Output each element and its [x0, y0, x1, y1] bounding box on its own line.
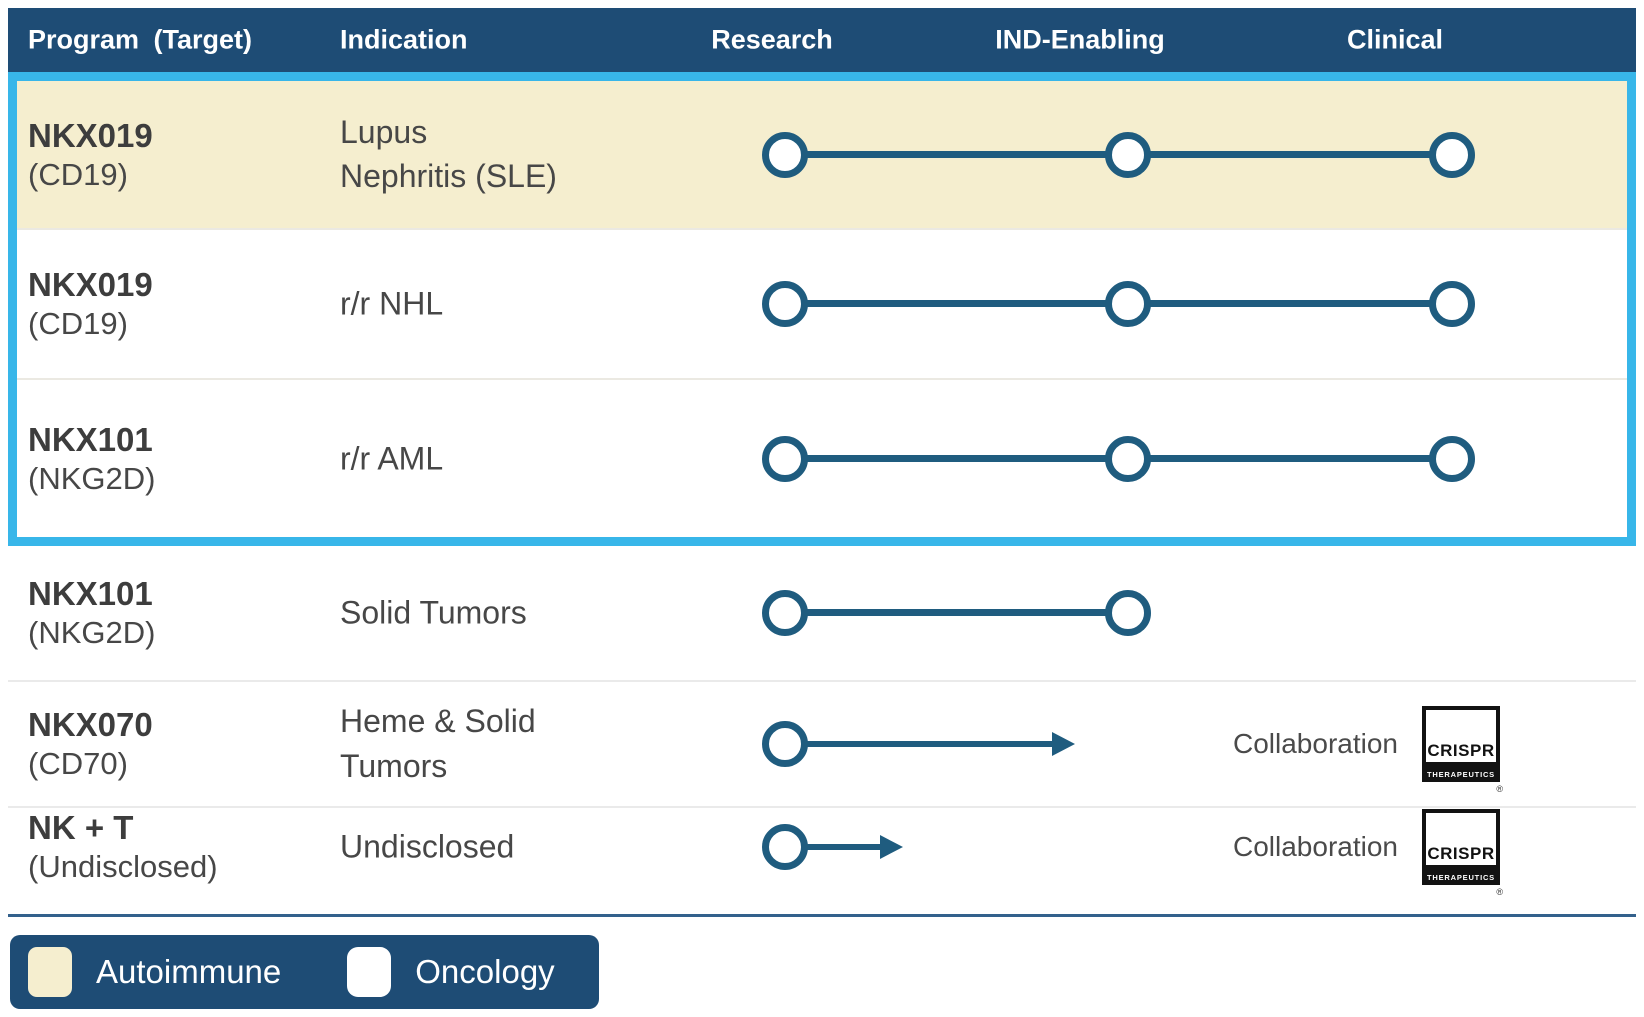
milestone-marker-clinical	[1429, 131, 1475, 178]
indication: Undisclosed	[340, 828, 515, 865]
program-target: (Undisclosed)	[28, 849, 218, 885]
column-header-clinical: Clinical	[1346, 24, 1444, 55]
registered-trademark-icon: ®	[1496, 784, 1503, 794]
milestone-marker-ind-enabling	[1105, 131, 1151, 178]
indication: Solid Tumors	[340, 594, 527, 631]
program-target: (NKG2D)	[28, 460, 156, 496]
timeline-line	[785, 609, 1128, 616]
program-target: (CD19)	[28, 156, 128, 192]
crispr-logo-box: CRISPR	[1422, 706, 1500, 766]
program-name: NKX070	[28, 706, 153, 743]
milestone-marker-research	[762, 435, 808, 482]
legend-item-autoimmune: Autoimmune	[28, 947, 281, 997]
program-name: NKX019	[28, 266, 153, 303]
milestone-marker-clinical	[1429, 435, 1475, 482]
program-name: NKX019	[28, 116, 153, 154]
pipeline-row-nkx101-solid: NKX101 (NKG2D) Solid Tumors	[8, 546, 1636, 680]
program-target: (CD70)	[28, 746, 128, 782]
collaboration-block: Collaboration CRISPR THERAPEUTICS ®	[1233, 706, 1503, 794]
column-header-program: Program (Target)	[28, 24, 253, 55]
footer-rule	[8, 914, 1636, 917]
autoimmune-swatch	[28, 947, 72, 997]
row-divider	[17, 378, 1627, 380]
timeline-arrow-line	[804, 844, 880, 850]
arrow-head-icon	[880, 835, 903, 859]
arrow-head-icon	[1052, 732, 1075, 756]
milestone-marker-ind-enabling	[1105, 590, 1151, 636]
program-cell: NKX101 (NKG2D)	[28, 573, 155, 653]
pipeline-row-nkx019-nhl: NKX019 (CD19) r/r NHL	[17, 230, 1627, 378]
pipeline-row-nkx019-lupus: NKX019 (CD19) Lupus Nephritis (SLE)	[17, 81, 1627, 228]
column-header-ind-enabling: IND-Enabling	[995, 24, 1165, 55]
crispr-therapeutics-logo: CRISPR THERAPEUTICS ®	[1422, 706, 1503, 794]
legend-label: Autoimmune	[96, 953, 282, 990]
crispr-logo-therapeutics-bar: THERAPEUTICS	[1422, 869, 1500, 885]
milestone-marker-research	[762, 281, 808, 327]
oncology-swatch	[347, 947, 392, 997]
pipeline-row-nk-t: NK + T (Undisclosed) Undisclosed Collabo…	[8, 807, 1636, 897]
program-name: NK + T	[28, 809, 134, 846]
timeline-arrow-line	[804, 741, 1052, 747]
indication: Heme & Solid Tumors	[340, 703, 536, 784]
milestone-marker-ind-enabling	[1105, 435, 1151, 482]
program-cell: NKX070 (CD70)	[28, 704, 153, 784]
registered-trademark-icon: ®	[1496, 887, 1503, 897]
milestone-marker-research	[762, 824, 808, 870]
program-target: (NKG2D)	[28, 615, 156, 651]
program-name: NKX101	[28, 420, 153, 458]
pipeline-row-nkx070: NKX070 (CD70) Heme & Solid Tumors Collab…	[8, 682, 1636, 806]
crispr-logo-wordmark: CRISPR	[1427, 741, 1495, 760]
milestone-marker-research	[762, 131, 808, 178]
highlight-box: NKX019 (CD19) Lupus Nephritis (SLE) NKX0…	[8, 72, 1636, 546]
legend-label: Oncology	[415, 953, 555, 990]
program-target: (CD19)	[28, 306, 128, 342]
collaboration-block: Collaboration CRISPR THERAPEUTICS ®	[1233, 809, 1503, 897]
crispr-logo-wordmark: CRISPR	[1427, 844, 1495, 863]
program-cell: NKX019 (CD19)	[28, 115, 153, 195]
collaboration-label: Collaboration	[1233, 831, 1398, 862]
milestone-marker-clinical	[1429, 281, 1475, 327]
collaboration-label: Collaboration	[1233, 728, 1398, 759]
program-cell: NKX101 (NKG2D)	[28, 419, 155, 499]
legend-item-oncology: Oncology	[347, 947, 555, 997]
row-divider	[8, 680, 1636, 682]
indication: Lupus Nephritis (SLE)	[340, 113, 557, 195]
crispr-logo-box: CRISPR	[1422, 809, 1500, 869]
indication: r/r AML	[340, 440, 444, 477]
legend: Autoimmune Oncology	[10, 935, 599, 1009]
indication: r/r NHL	[340, 285, 444, 322]
column-header-indication: Indication	[340, 24, 468, 55]
table-header: Program (Target) Indication Research IND…	[8, 8, 1636, 72]
milestone-marker-research	[762, 721, 808, 767]
row-divider	[8, 806, 1636, 808]
row-divider	[17, 228, 1627, 230]
program-cell: NKX019 (CD19)	[28, 264, 153, 344]
milestone-marker-ind-enabling	[1105, 281, 1151, 327]
program-cell: NK + T (Undisclosed)	[28, 807, 218, 887]
crispr-logo-therapeutics-bar: THERAPEUTICS	[1422, 766, 1500, 782]
crispr-therapeutics-logo: CRISPR THERAPEUTICS ®	[1422, 809, 1503, 897]
milestone-marker-research	[762, 590, 808, 636]
column-header-research: Research	[711, 24, 833, 55]
pipeline-row-nkx101-aml: NKX101 (NKG2D) r/r AML	[17, 380, 1627, 537]
program-name: NKX101	[28, 575, 153, 612]
